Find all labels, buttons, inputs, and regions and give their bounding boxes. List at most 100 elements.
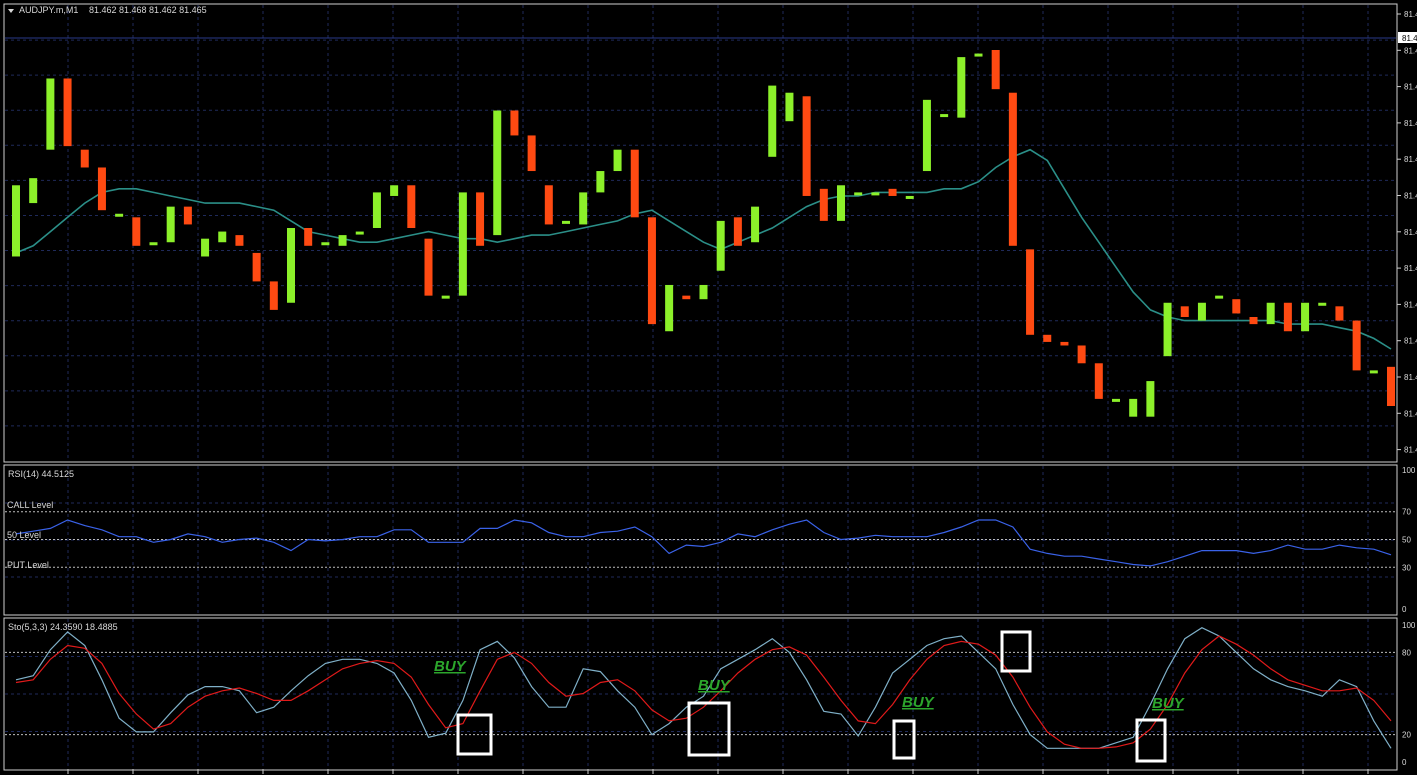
candle <box>321 242 330 246</box>
candle <box>1387 366 1395 406</box>
candle <box>1163 302 1172 357</box>
symbol-label: AUDJPY.m,M1 <box>19 5 78 15</box>
rsi-tick-label: 30 <box>1402 563 1411 572</box>
candle <box>768 85 777 157</box>
candle <box>1026 249 1035 335</box>
candle <box>957 57 966 118</box>
candle <box>854 192 863 196</box>
candle <box>183 206 192 225</box>
stochastic-tick-label: 20 <box>1402 731 1411 740</box>
stochastic-tick-label: 0 <box>1402 758 1407 767</box>
moving-average-line <box>15 148 1392 350</box>
candle <box>149 242 158 246</box>
candle <box>819 188 828 221</box>
candle <box>12 185 20 257</box>
candle <box>991 50 1000 90</box>
candle <box>1112 398 1120 402</box>
stochastic-axis: 100 80 20 0 <box>1402 621 1416 767</box>
candle <box>733 217 742 246</box>
ohlc-label: 81.462 81.468 81.462 81.465 <box>89 5 207 15</box>
candle <box>922 99 931 172</box>
moving-average-series <box>15 148 1392 350</box>
candle <box>940 114 949 118</box>
candle <box>665 284 674 332</box>
dropdown-triangle-icon[interactable] <box>8 9 14 13</box>
candle <box>1197 302 1206 321</box>
candle <box>115 213 124 217</box>
stochastic-main-series <box>15 627 1392 749</box>
rsi-tick-label: 50 <box>1402 536 1411 545</box>
candle <box>269 281 278 310</box>
candle <box>46 78 55 150</box>
candle <box>630 149 639 218</box>
candle <box>476 192 485 246</box>
fifty-level-label: 50 Level <box>7 530 41 540</box>
signal-box-3 <box>892 719 916 760</box>
candle <box>424 238 433 296</box>
candle <box>1060 341 1069 346</box>
chart-title: AUDJPY.m,M1 81.462 81.468 81.462 81.465 <box>8 5 207 15</box>
stochastic-tick-label: 80 <box>1402 648 1411 657</box>
candle <box>407 185 416 228</box>
candle <box>1146 381 1155 417</box>
candle <box>1232 299 1241 314</box>
candle <box>287 228 295 303</box>
rsi-tick-label: 70 <box>1402 508 1411 517</box>
candle <box>974 53 983 57</box>
current-price-box <box>1398 32 1417 43</box>
price-tick-label: 81.4 <box>1404 300 1417 309</box>
rsi-line <box>15 519 1392 567</box>
candle <box>562 220 570 224</box>
candle <box>1008 92 1017 246</box>
candle <box>441 295 450 299</box>
price-tick-label: 81.4 <box>1404 83 1417 92</box>
price-tick-label: 81.4 <box>1404 409 1417 418</box>
candle <box>647 217 656 325</box>
price-tick-label: 81.4 <box>1404 228 1417 237</box>
price-panel[interactable]: AUDJPY.m,M1 81.462 81.468 81.462 81.465 … <box>3 3 1417 463</box>
candle <box>888 188 897 196</box>
candle <box>338 235 347 246</box>
candle <box>905 195 914 199</box>
signal-box-4 <box>1000 630 1032 673</box>
candle <box>1077 345 1086 364</box>
candle <box>97 167 106 211</box>
signal-box-1 <box>456 713 493 756</box>
candle <box>682 295 691 300</box>
rsi-panel[interactable]: RSI(14) 44.5125 CALL Level 50 Level PUT … <box>3 464 1416 616</box>
candle <box>1249 317 1258 325</box>
stochastic-title: Sto(5,3,3) 24.3590 18.4885 <box>8 622 118 632</box>
candle <box>252 252 261 282</box>
rsi-axis: 100 70 50 30 0 <box>1402 466 1416 614</box>
buy-label-2: BUY <box>698 677 732 694</box>
candle <box>304 228 313 246</box>
candle <box>1318 302 1327 306</box>
buy-annotations: BUY BUY BUY BUY <box>434 630 1186 763</box>
candle <box>390 185 399 196</box>
candle <box>699 284 708 300</box>
price-axis: 81.4 81.4 81.4 81.4 81.4 81.4 81.4 81.4 81.4 81.4… <box>1397 10 1417 455</box>
candle <box>166 206 175 243</box>
candle <box>1215 295 1224 299</box>
candle <box>1266 302 1275 325</box>
candle <box>785 92 794 122</box>
stochastic-panel[interactable]: Sto(5,3,3) 24.3590 18.4885 100 80 20 0 BUY … <box>3 617 1416 771</box>
price-tick-label: 81.4 <box>1404 446 1417 455</box>
candle <box>1352 320 1361 371</box>
price-tick-label: 81.4 <box>1404 373 1417 382</box>
price-tick-label: 81.4 <box>1404 192 1417 201</box>
candle <box>544 185 553 225</box>
candle <box>80 149 89 168</box>
candle <box>1369 370 1378 374</box>
price-panel-border <box>3 3 1398 463</box>
stochastic-lines <box>15 627 1392 749</box>
candle <box>1301 302 1310 332</box>
price-tick-label: 81.4 <box>1404 46 1417 55</box>
candle <box>201 238 210 257</box>
rsi-tick-label: 0 <box>1402 605 1407 614</box>
candle <box>372 192 381 228</box>
candle <box>1180 306 1189 317</box>
rsi-title: RSI(14) 44.5125 <box>8 469 74 479</box>
candle <box>1043 334 1052 342</box>
